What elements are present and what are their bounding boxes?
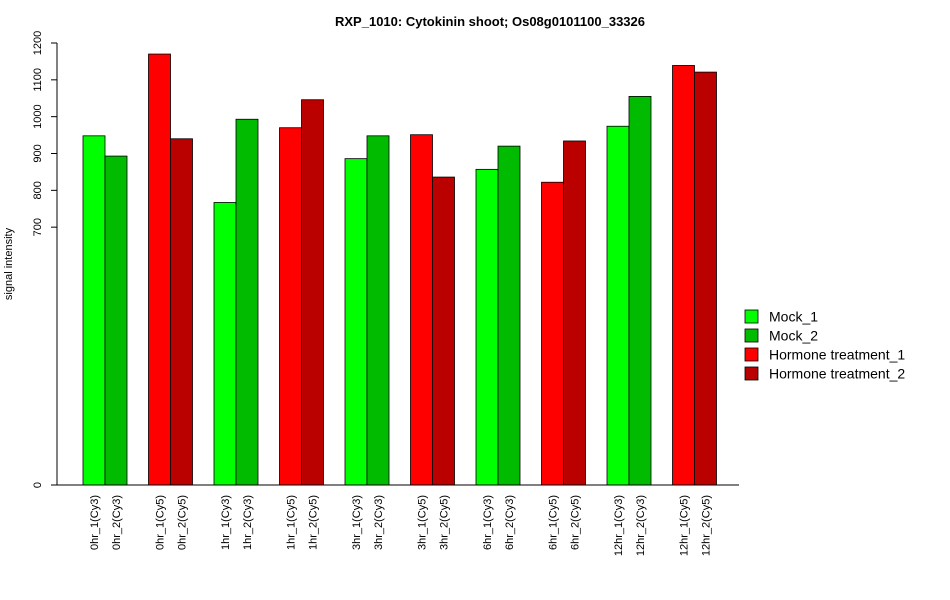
x-tick-label: 6hr_2(Cy5) [570,495,582,550]
x-tick-label: 6hr_1(Cy5) [548,495,560,550]
bar-6hr_1(Cy5) [541,181,564,486]
bar-12hr_2(Cy5) [694,71,717,486]
bars-group [82,53,717,486]
bar-6hr_2(Cy3) [497,145,521,486]
bar-1hr_2(Cy5) [301,99,324,486]
legend-swatch-2 [744,328,759,343]
x-tick-label: 6hr_2(Cy3) [504,495,516,550]
bar-3hr_1(Cy3) [344,158,368,486]
y-axis-label: signal intensity [3,227,15,300]
legend-label-1: Mock_1 [769,309,818,325]
y-tick-label: 900 [32,144,44,162]
x-tick-label: 3hr_1(Cy5) [417,495,429,550]
y-tick-label: 800 [32,181,44,199]
legend: Mock_1 Mock_2 Hormone treatment_1 Hormone t… [744,309,905,382]
x-tick-label: 12hr_2(Cy5) [701,495,713,556]
y-tick-label: 1200 [32,31,44,55]
bar-12hr_1(Cy5) [672,65,695,486]
x-tick-label: 3hr_2(Cy5) [439,495,451,550]
x-tick-label: 0hr_1(Cy3) [89,495,101,550]
y-tick-label: 700 [32,218,44,236]
bar-0hr_1(Cy3) [82,135,106,486]
bar-0hr_1(Cy5) [148,53,171,486]
bar-6hr_1(Cy3) [475,168,499,486]
x-tick-label: 6hr_1(Cy3) [482,495,494,550]
legend-swatch-4 [744,366,759,381]
y-axis: 0 700 800 900 1000 1100 1200 [32,31,58,488]
x-tick-label: 1hr_1(Cy3) [220,495,232,550]
bar-3hr_2(Cy5) [432,176,455,486]
y-tick-label: 1000 [32,104,44,128]
bar-3hr_2(Cy3) [366,135,390,486]
x-tick-label: 1hr_1(Cy5) [286,495,298,550]
x-tick-label: 1hr_2(Cy5) [308,495,320,550]
x-tick-label: 3hr_2(Cy3) [373,495,385,550]
legend-swatch-3 [744,347,759,362]
x-tick-label: 12hr_1(Cy5) [679,495,691,556]
x-axis: 0hr_1(Cy3) 0hr_2(Cy3) 0hr_1(Cy5) 0hr_2(Cy5)… [57,484,739,556]
x-tick-label: 12hr_2(Cy3) [635,495,647,556]
x-tick-label: 0hr_2(Cy5) [177,495,189,550]
bar-1hr_1(Cy5) [279,127,302,486]
bar-0hr_2(Cy3) [104,155,128,486]
legend-swatch-1 [744,309,759,324]
bar-0hr_2(Cy5) [170,138,193,486]
legend-label-2: Mock_2 [769,328,818,344]
x-tick-label: 3hr_1(Cy3) [351,495,363,550]
bar-1hr_1(Cy3) [213,202,237,486]
x-tick-label: 1hr_2(Cy3) [242,495,254,550]
chart-title: RXP_1010: Cytokinin shoot; Os08g0101100_… [335,14,645,29]
y-tick-label: 1100 [32,68,44,92]
y-tick-label: 0 [32,482,44,488]
bar-3hr_1(Cy5) [410,134,433,486]
legend-label-3: Hormone treatment_1 [769,347,905,363]
bar-1hr_2(Cy3) [235,118,259,486]
bar-12hr_2(Cy3) [628,96,652,486]
legend-label-4: Hormone treatment_2 [769,366,905,382]
x-tick-label: 0hr_2(Cy3) [111,495,123,550]
x-tick-label: 12hr_1(Cy3) [613,495,625,556]
bar-6hr_2(Cy5) [563,140,586,486]
bar-12hr_1(Cy3) [606,125,630,486]
x-tick-label: 0hr_1(Cy5) [155,495,167,550]
